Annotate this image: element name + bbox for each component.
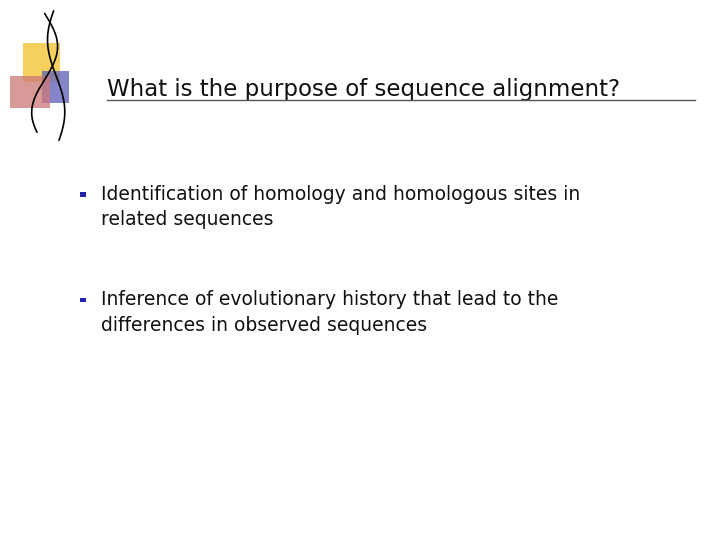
Bar [42, 71, 69, 103]
Bar [10, 76, 50, 108]
Bar [80, 192, 86, 197]
Text: What is the purpose of sequence alignment?: What is the purpose of sequence alignmen… [107, 78, 620, 102]
Text: Inference of evolutionary history that lead to the
differences in observed seque: Inference of evolutionary history that l… [101, 290, 558, 335]
Bar [23, 43, 60, 82]
Text: Identification of homology and homologous sites in
related sequences: Identification of homology and homologou… [101, 185, 580, 230]
Bar [80, 298, 86, 302]
